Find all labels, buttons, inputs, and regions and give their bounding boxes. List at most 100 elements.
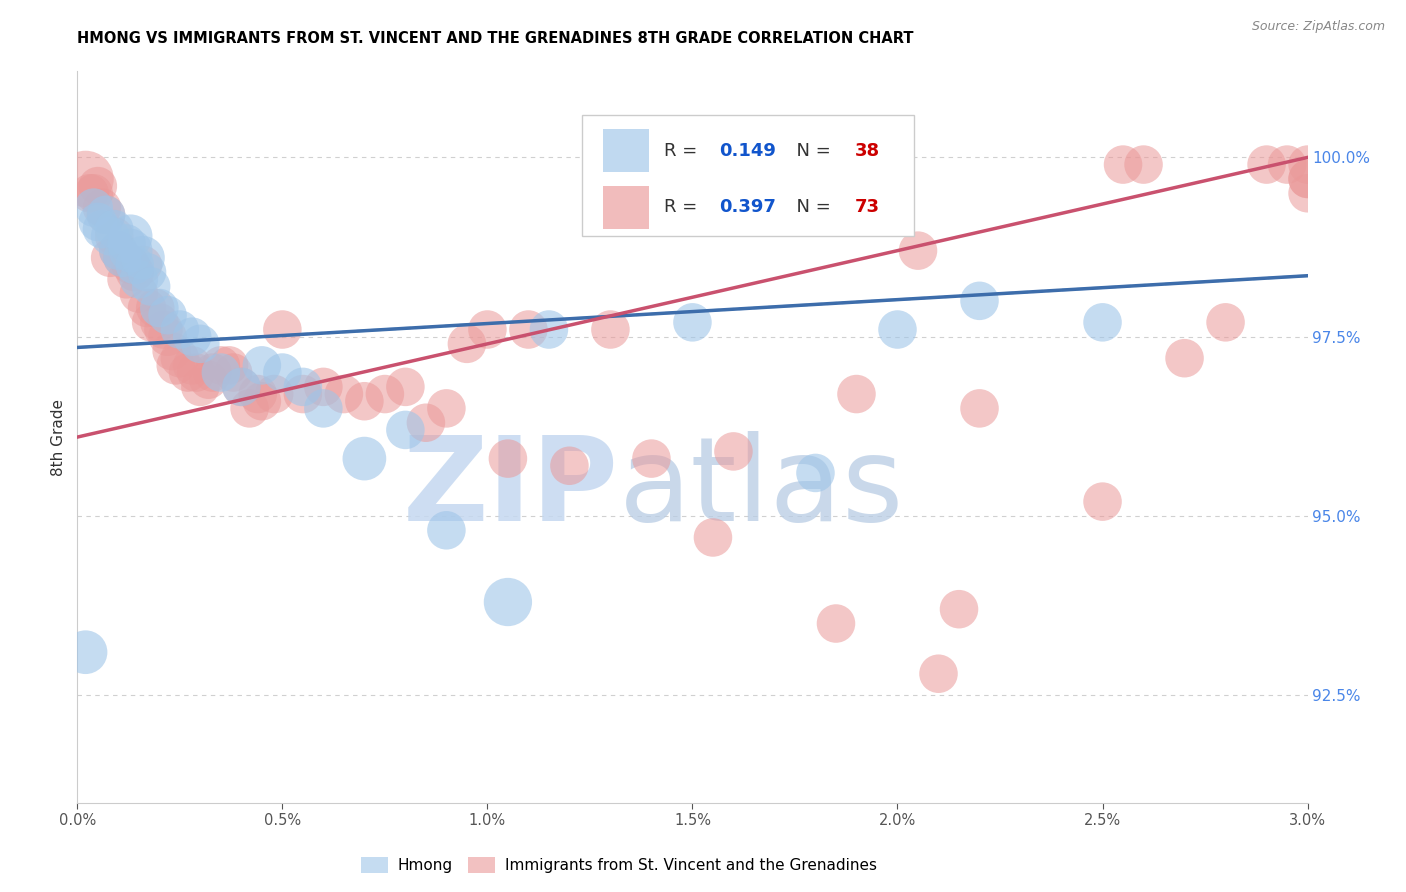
Point <box>143 301 166 315</box>
Point <box>907 244 929 258</box>
Point <box>312 380 335 394</box>
Point <box>496 595 519 609</box>
Point <box>886 322 908 336</box>
Point <box>1132 158 1154 172</box>
Point <box>111 251 134 265</box>
Point <box>83 186 105 201</box>
Point <box>87 215 110 229</box>
Text: 0.397: 0.397 <box>720 198 776 217</box>
Point <box>169 322 191 336</box>
Point <box>702 531 724 545</box>
Point <box>128 272 150 286</box>
Point <box>456 336 478 351</box>
Point <box>94 208 117 222</box>
Point <box>436 401 458 416</box>
Point <box>201 366 224 380</box>
FancyBboxPatch shape <box>603 129 650 172</box>
Point <box>75 645 97 659</box>
Text: R =: R = <box>664 198 703 217</box>
Point <box>98 229 121 244</box>
Point <box>132 251 155 265</box>
Point <box>120 229 142 244</box>
Point <box>186 366 208 380</box>
Point <box>928 666 950 681</box>
Point <box>558 458 581 473</box>
Y-axis label: 8th Grade: 8th Grade <box>51 399 66 475</box>
Point <box>394 380 416 394</box>
Text: R =: R = <box>664 142 703 160</box>
Point <box>169 351 191 366</box>
Point <box>374 387 396 401</box>
Point <box>181 329 204 343</box>
Point <box>107 244 129 258</box>
Point <box>1215 315 1237 329</box>
Text: atlas: atlas <box>619 431 904 546</box>
Point <box>231 380 253 394</box>
Point <box>415 416 437 430</box>
Text: ZIP: ZIP <box>402 431 619 546</box>
Point <box>239 401 262 416</box>
Point <box>209 359 232 373</box>
Point <box>1174 351 1197 366</box>
Point <box>436 524 458 538</box>
Point <box>263 387 285 401</box>
Point <box>87 179 110 194</box>
Point <box>148 301 170 315</box>
Point <box>124 265 146 279</box>
Point <box>120 244 142 258</box>
Point <box>188 336 212 351</box>
Point <box>115 272 138 286</box>
Point <box>218 359 240 373</box>
Point <box>271 366 294 380</box>
Point <box>156 329 179 343</box>
Point <box>517 322 540 336</box>
Text: 0.149: 0.149 <box>720 142 776 160</box>
Point <box>141 279 163 293</box>
Point <box>723 444 745 458</box>
Point <box>825 616 848 631</box>
Point <box>141 315 163 329</box>
Point <box>79 186 101 201</box>
Point <box>75 172 97 186</box>
FancyBboxPatch shape <box>582 115 914 235</box>
Point <box>1091 494 1114 508</box>
Text: N =: N = <box>785 198 837 217</box>
Point <box>115 236 138 251</box>
Point <box>845 387 868 401</box>
Point <box>136 301 159 315</box>
Point <box>156 308 179 322</box>
Point <box>291 380 314 394</box>
Point <box>188 380 212 394</box>
Point <box>209 366 232 380</box>
Point <box>640 451 662 466</box>
Point <box>90 201 114 215</box>
Text: HMONG VS IMMIGRANTS FROM ST. VINCENT AND THE GRENADINES 8TH GRADE CORRELATION CH: HMONG VS IMMIGRANTS FROM ST. VINCENT AND… <box>77 31 914 46</box>
Point <box>948 602 970 616</box>
Text: N =: N = <box>785 142 837 160</box>
Point <box>90 222 114 236</box>
Point <box>103 229 125 244</box>
Point <box>111 251 134 265</box>
Point <box>94 208 117 222</box>
Point <box>1296 186 1319 201</box>
Point <box>181 359 204 373</box>
Point <box>969 293 991 308</box>
Point <box>120 258 142 272</box>
Point <box>1275 158 1298 172</box>
Point <box>353 451 375 466</box>
Point <box>353 394 375 409</box>
Point <box>197 373 219 387</box>
Text: Source: ZipAtlas.com: Source: ZipAtlas.com <box>1251 20 1385 33</box>
Point <box>1091 315 1114 329</box>
Point <box>165 359 187 373</box>
Point <box>103 222 125 236</box>
Point <box>152 322 174 336</box>
Point <box>394 423 416 437</box>
Text: 38: 38 <box>855 142 880 160</box>
Point <box>231 380 253 394</box>
Point <box>1296 158 1319 172</box>
Point <box>222 366 245 380</box>
Point <box>312 401 335 416</box>
Point <box>160 344 183 359</box>
Point <box>246 387 269 401</box>
